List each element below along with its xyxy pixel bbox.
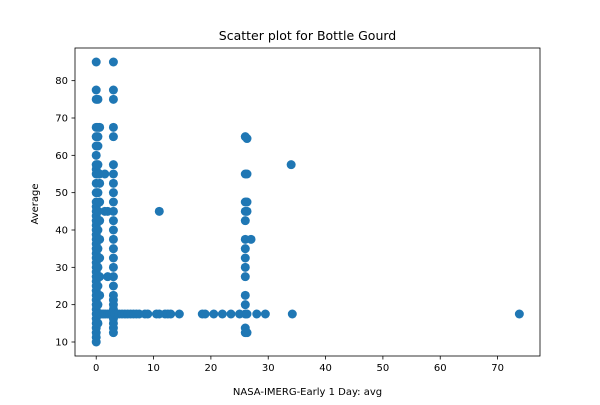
plot-area-frame [74, 47, 541, 357]
scatter-point [226, 309, 236, 319]
scatter-point [93, 244, 103, 254]
scatter-point [154, 206, 164, 216]
scatter-point [286, 160, 296, 170]
x-tick-label: 40 [319, 363, 332, 374]
x-tick-label: 0 [93, 363, 99, 374]
y-tick-label: 50 [55, 188, 68, 199]
chart-title: Scatter plot for Bottle Gourd [219, 28, 396, 43]
scatter-point [108, 262, 118, 272]
y-axis-label: Average [30, 183, 41, 224]
scatter-point [252, 309, 262, 319]
scatter-point [108, 197, 118, 207]
scatter-point [166, 309, 176, 319]
scatter-point [108, 281, 118, 291]
scatter-point [93, 281, 103, 291]
scatter-point [108, 57, 118, 67]
scatter-point [93, 188, 103, 198]
data-points [91, 57, 524, 347]
scatter-point [108, 178, 118, 188]
scatter-point [93, 300, 103, 310]
scatter-point [93, 206, 103, 216]
scatter-point [217, 309, 227, 319]
scatter-point [108, 225, 118, 235]
scatter-point [514, 309, 524, 319]
scatter-point [108, 188, 118, 198]
scatter-point [240, 272, 250, 282]
x-axis-label: NASA-IMERG-Early 1 Day: avg [233, 387, 382, 398]
x-tick-label: 50 [377, 363, 390, 374]
scatter-point [93, 94, 103, 104]
scatter-point [95, 290, 105, 300]
y-tick-label: 60 [55, 151, 68, 162]
scatter-point [95, 197, 105, 207]
scatter-point [95, 216, 105, 226]
scatter-point [174, 309, 184, 319]
scatter-point [240, 253, 250, 263]
scatter-point [260, 309, 270, 319]
scatter-point [240, 216, 250, 226]
scatter-point [108, 272, 118, 282]
scatter-point [242, 134, 252, 144]
scatter-point [95, 234, 105, 244]
y-tick-label: 20 [55, 300, 68, 311]
x-tick-label: 70 [491, 363, 504, 374]
scatter-point [108, 132, 118, 142]
scatter-point [91, 57, 101, 67]
scatter-point [108, 94, 118, 104]
scatter-point [93, 160, 103, 170]
scatter-point [95, 253, 105, 263]
scatter-point [108, 85, 118, 95]
y-tick-label: 70 [55, 114, 68, 125]
scatter-point [108, 206, 118, 216]
scatter-point [93, 318, 103, 328]
scatter-point [242, 328, 252, 338]
scatter-point [93, 225, 103, 235]
scatter-point [95, 272, 105, 282]
y-tick-label: 80 [55, 76, 68, 87]
scatter-point [108, 253, 118, 263]
scatter-point [108, 216, 118, 226]
scatter-point [93, 132, 103, 142]
scatter-point [242, 206, 252, 216]
scatter-point [108, 244, 118, 254]
y-tick-label: 30 [55, 263, 68, 274]
scatter-point [246, 234, 256, 244]
scatter-point [143, 309, 153, 319]
y-tick-label: 40 [55, 226, 68, 237]
scatter-point [209, 309, 219, 319]
scatter-point [242, 197, 252, 207]
scatter-point [287, 309, 297, 319]
scatter-point [100, 169, 110, 179]
x-tick-label: 20 [205, 363, 218, 374]
scatter-point [108, 290, 118, 300]
scatter-point [108, 169, 118, 179]
scatter-point [93, 141, 103, 151]
x-tick-label: 30 [262, 363, 275, 374]
scatter-point [95, 178, 105, 188]
axis-ticks: 0 10 20 30 40 50 60 70 10 20 30 40 50 60 70 80 [55, 76, 504, 374]
scatter-point [200, 309, 210, 319]
scatter-point [240, 290, 250, 300]
x-tick-label: 10 [147, 363, 160, 374]
scatter-point [240, 244, 250, 254]
scatter-point [240, 262, 250, 272]
scatter-point [108, 234, 118, 244]
scatter-point [242, 309, 252, 319]
scatter-point [91, 85, 101, 95]
scatter-point [95, 122, 105, 132]
scatter-point [91, 150, 101, 160]
scatter-point [108, 122, 118, 132]
y-tick-label: 10 [55, 338, 68, 349]
scatter-point [93, 262, 103, 272]
scatter-point [108, 160, 118, 170]
scatter-point [240, 300, 250, 310]
x-tick-label: 60 [434, 363, 447, 374]
scatter-point [242, 169, 252, 179]
